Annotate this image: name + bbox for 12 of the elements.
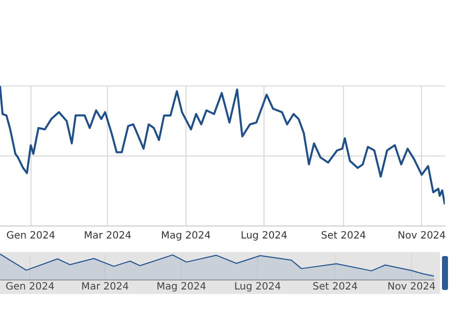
- x-tick-label: Gen 2024: [6, 230, 56, 242]
- x-tick-label: Lug 2024: [240, 230, 288, 242]
- x-tick-label: Gen 2024: [6, 282, 54, 293]
- x-tick-label: Lug 2024: [234, 282, 282, 293]
- x-tick-label: Mar 2024: [84, 230, 132, 242]
- x-tick-label: Set 2024: [321, 230, 366, 242]
- x-tick-label: Nov 2024: [387, 282, 436, 293]
- x-tick-label: Mag 2024: [156, 282, 206, 293]
- x-tick-label: Set 2024: [312, 282, 358, 293]
- x-tick-label: Mag 2024: [160, 230, 211, 242]
- x-tick-label: Mar 2024: [81, 282, 129, 293]
- x-tick-label: Nov 2024: [398, 230, 446, 242]
